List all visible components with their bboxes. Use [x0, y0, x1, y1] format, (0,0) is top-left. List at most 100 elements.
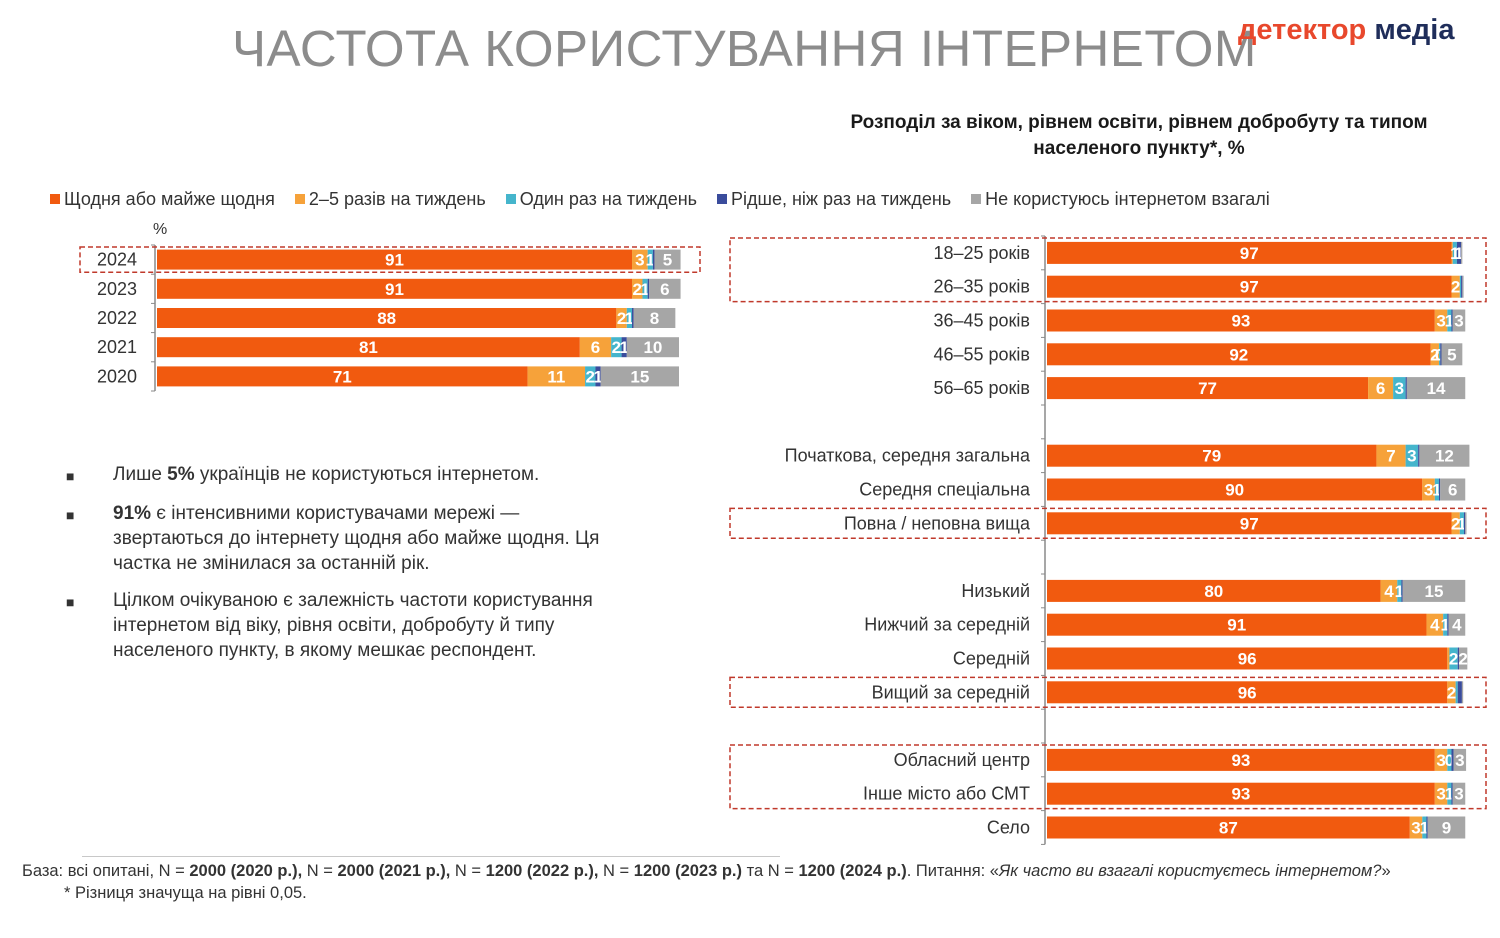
demo-chart-data-label: 1 — [1445, 785, 1454, 804]
demo-chart-data-label: 1 — [1441, 616, 1450, 635]
demo-chart-bar-seg-2 — [1438, 343, 1441, 366]
logo-part-1: детектор — [1238, 14, 1367, 46]
year-chart-category-label: 2020 — [97, 366, 137, 386]
demo-chart-data-label: 2 — [1447, 683, 1456, 702]
finding-1-pre: Лише — [113, 464, 168, 485]
demo-chart-data-label: 93 — [1231, 312, 1250, 331]
demo-chart-bar-seg-1 — [1380, 579, 1398, 602]
year-chart-data-label: 1 — [593, 367, 602, 386]
demo-chart-data-label: 4 — [1430, 616, 1440, 635]
year-chart-data-label: 71 — [333, 367, 352, 386]
demo-chart-data-label: 5 — [1447, 345, 1456, 364]
demo-chart-bar-seg-3 — [1464, 512, 1466, 535]
year-chart-data-label: 2 — [586, 367, 595, 386]
demo-chart-data-label: 1 — [1432, 481, 1441, 500]
legend-swatch-1 — [294, 194, 305, 204]
demo-chart-bar-seg-2 — [1449, 647, 1458, 670]
year-chart-bar-seg-4 — [649, 278, 681, 299]
bullet-square-icon: ■ — [66, 468, 75, 484]
demo-chart-bar-seg-2 — [1459, 275, 1462, 298]
footer-n-2024: 1200 (2024 р.) — [798, 862, 907, 880]
demo-chart-bar-seg-4 — [1453, 748, 1467, 771]
demo-chart-bar-seg-0 — [1047, 478, 1423, 501]
demo-chart-category-label: Обласний центр — [894, 750, 1030, 770]
demo-chart-data-label: 3 — [1436, 312, 1445, 331]
demo-chart-data-label: 3 — [1454, 785, 1463, 804]
year-chart-bar-seg-4 — [633, 308, 676, 328]
footer-n-2020: 2000 (2020 р.), — [189, 862, 303, 880]
demo-chart-bar-seg-4 — [1448, 613, 1466, 636]
demo-chart-bar-seg-4 — [1419, 444, 1470, 467]
demo-chart-highlight-box — [729, 676, 1487, 708]
demo-chart-bar-seg-0 — [1047, 748, 1435, 771]
page-title: ЧАСТОТА КОРИСТУВАННЯ ІНТЕРНЕТОМ — [232, 20, 1257, 77]
demo-chart-data-label: 1 — [1395, 582, 1404, 601]
demo-chart-data-label: 79 — [1202, 447, 1221, 466]
demo-chart-data-label: 2 — [1451, 514, 1460, 533]
demo-chart-bar-seg-1 — [1430, 343, 1439, 366]
demo-chart-category-label: 46–55 років — [933, 344, 1030, 364]
demo-chart-highlight-box — [729, 507, 1487, 539]
demo-chart-bar-seg-4 — [1427, 816, 1466, 839]
footer-base: База: всі опитані, N = 2000 (2020 р.), N… — [22, 860, 1482, 882]
legend-item-3: Рідше, ніж раз на тиждень — [717, 188, 951, 210]
demo-chart-bar-seg-4 — [1402, 579, 1466, 602]
demo-chart-data-label: 1 — [1450, 244, 1459, 263]
demo-chart-category-label: Інше місто або СМТ — [863, 784, 1030, 804]
year-chart-bar-seg-2 — [626, 308, 633, 328]
year-chart-category-label: 2024 — [97, 250, 137, 270]
legend-label-1: 2–5 разів на тиждень — [308, 188, 486, 209]
legend-item-1: 2–5 разів на тиждень — [294, 188, 486, 210]
legend-item-0: Щодня або майже щодня — [50, 188, 275, 210]
year-chart-category-label: 2023 — [97, 279, 137, 299]
year-chart-bar-seg-0 — [157, 308, 617, 328]
demo-chart-bar-seg-3 — [1451, 782, 1453, 805]
demo-chart-data-label: 7 — [1386, 447, 1395, 466]
demo-chart-bar-seg-3 — [1461, 275, 1463, 298]
demo-chart-data-label: 2 — [1449, 650, 1458, 669]
demo-chart-data-label: 1 — [1420, 819, 1429, 838]
legend-swatch-2 — [505, 194, 516, 204]
demo-chart-data-label: 3 — [1395, 379, 1404, 398]
footer-text: . Питання: « — [906, 862, 999, 880]
year-chart-data-label: 10 — [643, 338, 662, 357]
footer-text: N = — [450, 862, 486, 880]
demo-chart-bar-seg-1 — [1434, 782, 1448, 805]
demo-chart-bar-seg-4 — [1458, 647, 1468, 670]
demo-chart-bar-seg-0 — [1047, 343, 1431, 366]
year-chart-data-label: 15 — [630, 367, 649, 386]
finding-3-post: Цілком очікуваною є залежність частоти к… — [113, 590, 593, 661]
demo-chart-bar-seg-0 — [1047, 241, 1452, 264]
demo-chart-data-label: 0 — [1435, 345, 1444, 364]
demo-chart-bar-seg-1 — [1434, 748, 1448, 771]
demo-chart-data-label: 77 — [1198, 379, 1217, 398]
footer-note: База: всі опитані, N = 2000 (2020 р.), N… — [22, 860, 1482, 904]
demo-chart-category-label: Село — [987, 818, 1030, 838]
demo-chart-bar-seg-4 — [1406, 377, 1466, 400]
footer-divider — [82, 856, 780, 857]
finding-3: ■ Цілком очікуваною є залежність частоти… — [66, 588, 626, 663]
demo-chart-data-label: 3 — [1455, 751, 1464, 770]
demo-chart-bar-seg-0 — [1047, 647, 1448, 670]
demo-chart-bar-seg-2 — [1455, 681, 1458, 704]
demo-chart-data-label: 80 — [1204, 582, 1223, 601]
footer-n-2021: 2000 (2021 р.), — [337, 862, 451, 880]
finding-2-post: є інтенсивними користувачами мережі — зв… — [113, 503, 600, 574]
footer-text: N = — [598, 862, 634, 880]
demo-chart-bar-seg-1 — [1447, 647, 1450, 670]
year-chart-bar-seg-1 — [527, 366, 586, 387]
demo-chart-bar-seg-4 — [1461, 241, 1463, 264]
demo-chart-bar-seg-4 — [1452, 309, 1466, 332]
demo-chart-bar-seg-1 — [1451, 275, 1460, 298]
demo-chart-bar-seg-0 — [1047, 782, 1435, 805]
demo-chart-data-label: 3 — [1436, 785, 1445, 804]
year-chart-data-label: 91 — [385, 251, 404, 270]
demo-chart-bar-seg-4 — [1465, 512, 1467, 535]
demo-chart-data-label: 93 — [1231, 785, 1250, 804]
year-chart-bar-seg-2 — [611, 337, 622, 358]
demo-chart-data-label: 2 — [1451, 278, 1460, 297]
demo-chart-bar-seg-0 — [1047, 579, 1381, 602]
demo-chart-bar-seg-0 — [1047, 681, 1448, 704]
legend-item-2: Один раз на тиждень — [505, 188, 697, 210]
demo-chart-bar-seg-3 — [1457, 681, 1462, 704]
